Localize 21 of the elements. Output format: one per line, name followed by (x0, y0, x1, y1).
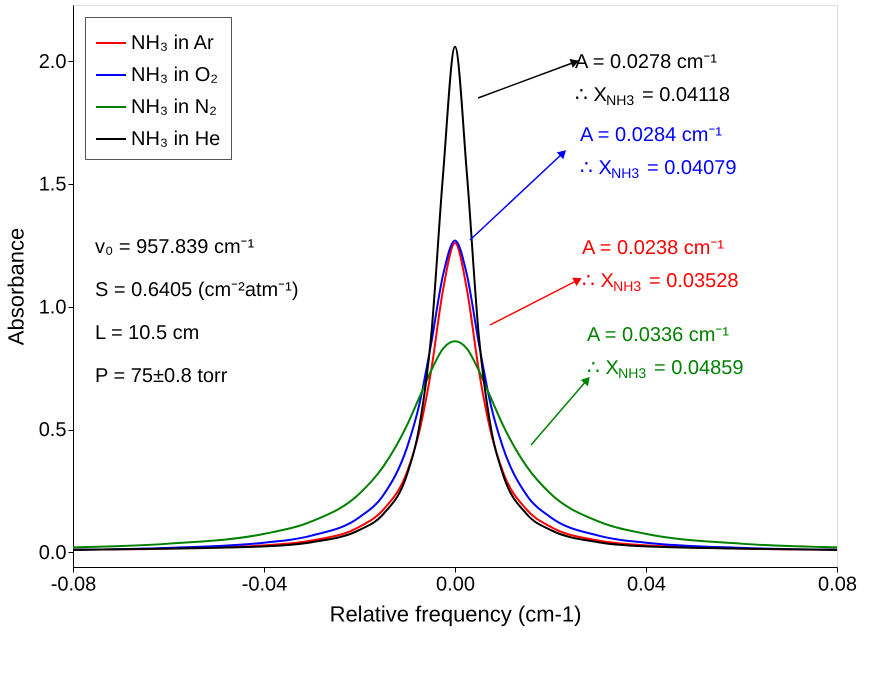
x-tick-label: 0.04 (627, 574, 666, 596)
x-tick-label: -0.08 (50, 574, 96, 596)
y-tick-label: 1.5 (38, 174, 66, 196)
x-tick-label: 0.00 (436, 574, 475, 596)
y-tick-label: 1.0 (38, 296, 66, 318)
legend-label: NH₃ in O₂ (131, 64, 218, 86)
y-tick-label: 2.0 (38, 50, 66, 73)
legend-label: NH₃ in Ar (131, 32, 214, 54)
annotation: v₀ = 957.839 cm⁻¹ (95, 236, 255, 258)
legend-label: NH₃ in N₂ (131, 96, 217, 118)
x-axis-title: Relative frequency (cm-1) (330, 602, 582, 626)
y-tick-label: 0.5 (38, 419, 66, 442)
line-series (72, 340, 838, 548)
annotation: S = 0.6405 (cm⁻²atm⁻¹) (95, 279, 299, 301)
annotation: L = 10.5 cm (95, 322, 200, 344)
x-tick-label: -0.04 (242, 574, 288, 596)
legend-label: NH₃ in He (131, 128, 220, 150)
y-tick-label: 0.0 (38, 542, 66, 564)
y-axis-title: Absorbance (4, 228, 29, 346)
annotation: P = 75±0.8 torr (95, 365, 228, 387)
x-tick-label: 0.08 (818, 574, 857, 596)
